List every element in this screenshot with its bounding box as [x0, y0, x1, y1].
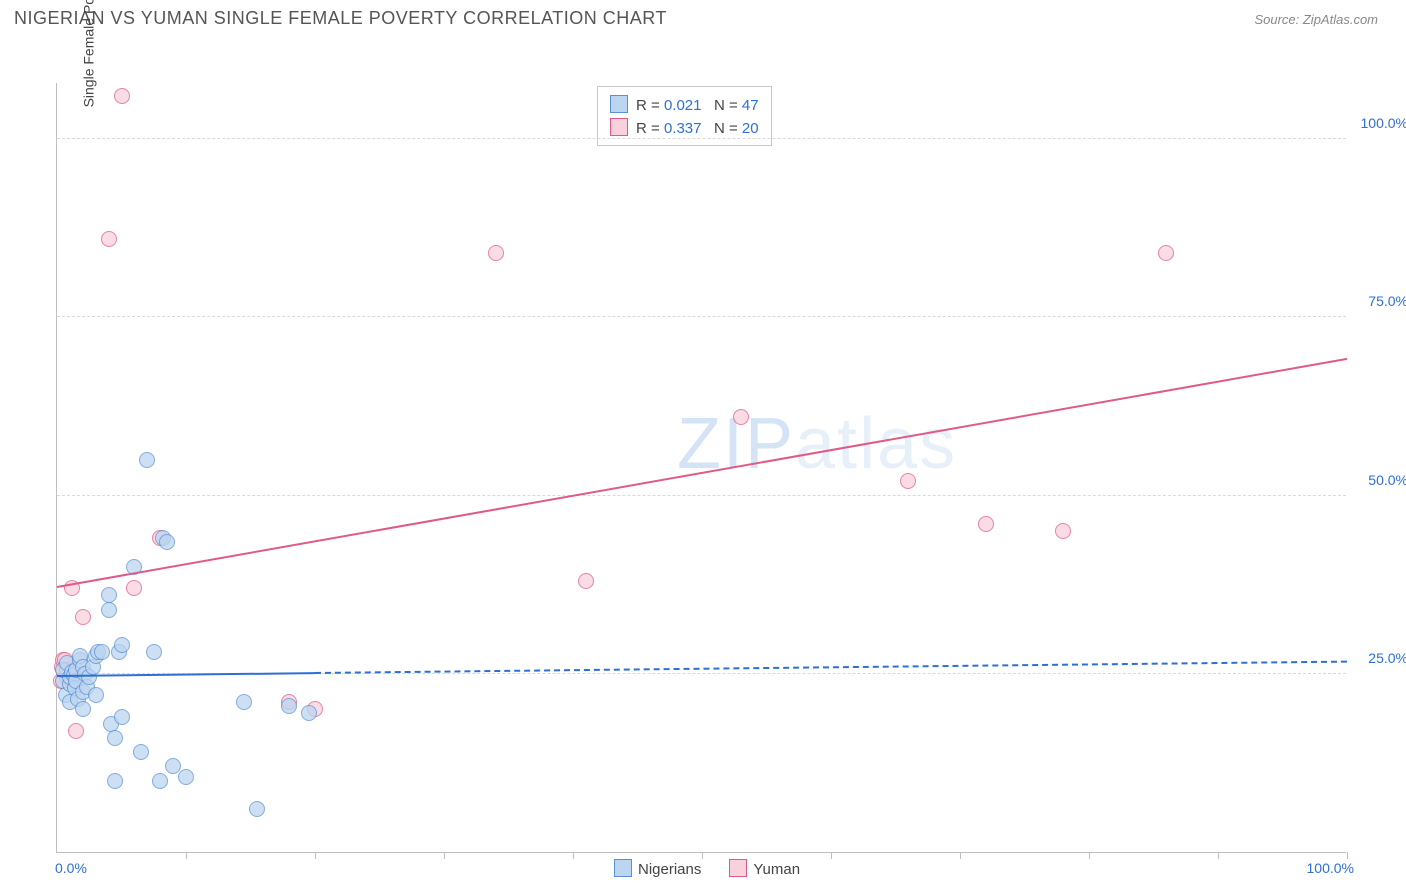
data-point — [68, 723, 84, 739]
watermark: ZIPatlas — [677, 403, 957, 485]
legend-label: Yuman — [753, 861, 800, 878]
data-point — [75, 609, 91, 625]
data-point — [159, 534, 175, 550]
data-point — [146, 644, 162, 660]
x-tick — [831, 852, 832, 859]
stats-legend: R = 0.021 N = 47R = 0.337 N = 20 — [597, 86, 772, 146]
data-point — [733, 409, 749, 425]
gridline — [57, 316, 1346, 317]
gridline — [57, 495, 1346, 496]
data-point — [578, 573, 594, 589]
data-point — [107, 730, 123, 746]
legend-swatch — [610, 118, 628, 136]
series-legend: Nigerians Yuman — [614, 859, 800, 878]
legend-swatch — [610, 95, 628, 113]
data-point — [1055, 523, 1071, 539]
x-tick — [702, 852, 703, 859]
data-point — [126, 580, 142, 596]
data-point — [249, 801, 265, 817]
data-point — [75, 701, 91, 717]
x-tick — [960, 852, 961, 859]
data-point — [107, 773, 123, 789]
data-point — [133, 744, 149, 760]
data-point — [900, 473, 916, 489]
data-point — [236, 694, 252, 710]
y-tick-label: 100.0% — [1361, 115, 1406, 131]
chart-title: NIGERIAN VS YUMAN SINGLE FEMALE POVERTY … — [14, 8, 667, 29]
data-point — [978, 516, 994, 532]
x-tick — [1089, 852, 1090, 859]
x-tick — [1218, 852, 1219, 859]
data-point — [488, 245, 504, 261]
legend-item: Yuman — [729, 859, 800, 878]
data-point — [114, 88, 130, 104]
legend-swatch — [614, 859, 632, 877]
data-point — [94, 644, 110, 660]
data-point — [152, 773, 168, 789]
data-point — [88, 687, 104, 703]
data-point — [114, 709, 130, 725]
y-tick-label: 50.0% — [1368, 472, 1406, 488]
gridline — [57, 138, 1346, 139]
x-tick-label: 100.0% — [1307, 860, 1354, 876]
x-tick — [444, 852, 445, 859]
x-tick — [315, 852, 316, 859]
x-tick — [186, 852, 187, 859]
legend-item: Nigerians — [614, 859, 701, 878]
data-point — [139, 452, 155, 468]
x-tick — [1347, 852, 1348, 859]
y-tick-label: 75.0% — [1368, 293, 1406, 309]
trendline — [57, 358, 1347, 588]
y-tick-label: 25.0% — [1368, 650, 1406, 666]
scatter-plot: ZIPatlas R = 0.021 N = 47R = 0.337 N = 2… — [56, 83, 1346, 853]
data-point — [1158, 245, 1174, 261]
legend-label: Nigerians — [638, 861, 701, 878]
stats-row: R = 0.021 N = 47 — [610, 93, 759, 116]
source-credit: Source: ZipAtlas.com — [1254, 12, 1378, 27]
data-point — [178, 769, 194, 785]
data-point — [101, 231, 117, 247]
data-point — [281, 698, 297, 714]
x-tick — [573, 852, 574, 859]
data-point — [301, 705, 317, 721]
x-tick-label: 0.0% — [55, 860, 87, 876]
data-point — [101, 602, 117, 618]
legend-swatch — [729, 859, 747, 877]
data-point — [114, 637, 130, 653]
stats-row: R = 0.337 N = 20 — [610, 116, 759, 139]
